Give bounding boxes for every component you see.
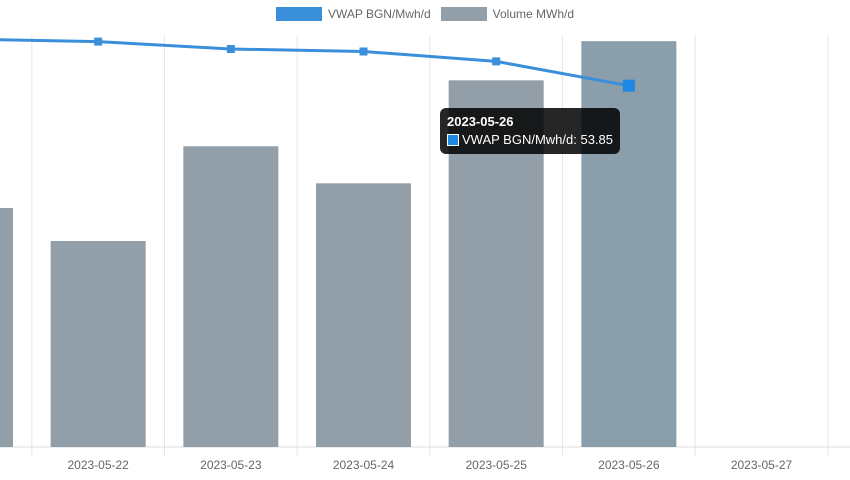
- bar-volume-2023-05-23: [183, 146, 279, 448]
- x-tick-label: 2023-05-22: [67, 458, 129, 472]
- tooltip-row: VWAP BGN/Mwh/d: 53.85: [447, 131, 613, 149]
- x-tick-label: 2023-05-25: [465, 458, 527, 472]
- point-vwap-2023-05-22: [94, 37, 103, 46]
- legend-swatch-vwap: [275, 7, 322, 21]
- tooltip-swatch: [447, 134, 459, 146]
- legend-swatch-volume: [440, 7, 487, 21]
- point-vwap-2023-05-25: [492, 57, 501, 66]
- tooltip-value: VWAP BGN/Mwh/d: 53.85: [462, 132, 614, 147]
- line-vwap: [0, 38, 630, 88]
- legend-label-vwap: VWAP BGN/Mwh/d: [327, 7, 431, 21]
- legend-item-volume[interactable]: Volume MWh/d: [440, 7, 575, 21]
- point-vwap-2023-05-26: [622, 79, 635, 92]
- x-tick-label: 2023-05-23: [200, 458, 262, 472]
- x-tick-label: 2023-05-27: [731, 458, 793, 472]
- legend-label-volume: Volume MWh/d: [492, 7, 575, 21]
- chart-tooltip: 2023-05-26 VWAP BGN/Mwh/d: 53.85: [440, 108, 621, 154]
- legend-item-vwap[interactable]: VWAP BGN/Mwh/d: [275, 7, 431, 21]
- point-vwap-2023-05-23: [226, 45, 235, 54]
- bar-volume-2023-05-26: [581, 41, 677, 448]
- bar-volume-2023-05-22: [50, 241, 146, 447]
- bar-volume-2023-05-21: [0, 208, 13, 447]
- chart-legend: VWAP BGN/Mwh/d Volume MWh/d: [0, 7, 850, 21]
- bar-volume-2023-05-24: [316, 183, 412, 447]
- point-vwap-2023-05-24: [359, 47, 368, 56]
- x-tick-label: 2023-05-26: [598, 458, 660, 472]
- x-tick-label: 2023-05-24: [333, 458, 395, 472]
- tooltip-title: 2023-05-26: [447, 114, 514, 129]
